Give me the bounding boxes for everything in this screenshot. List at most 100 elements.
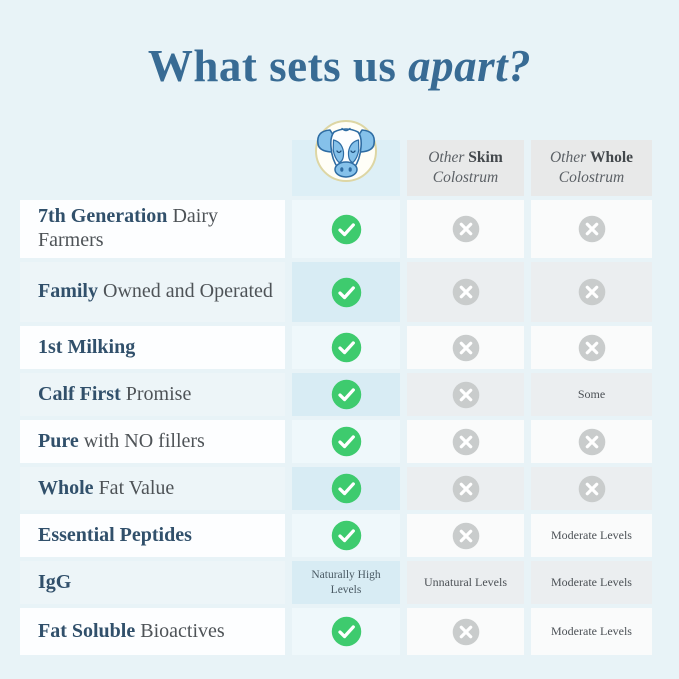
table-row: Whole Fat Value [20, 467, 652, 510]
header-whole-word: Whole [589, 148, 634, 166]
row-label: 1st Milking [20, 326, 285, 369]
header-other-word: Other [549, 148, 587, 166]
skim-cell [407, 514, 524, 557]
row-label-regular: with NO fillers [78, 429, 205, 452]
header-skim-word: Skim [468, 148, 503, 166]
table-row: Family Owned and Operated [20, 262, 652, 322]
row-label: 7th Generation Dairy Farmers [20, 200, 285, 258]
cell-text: Moderate Levels [551, 528, 632, 542]
title-italic: apart? [408, 41, 532, 91]
x-icon [578, 278, 605, 306]
row-label-bold: 1st Milking [38, 335, 136, 358]
row-label-bold: Pure [38, 429, 79, 452]
check-icon [331, 616, 361, 647]
table-row: Fat Soluble Bioactives Moderate Levels [20, 608, 652, 655]
header-spacer [20, 140, 285, 196]
table-body: 7th Generation Dairy Farmers Family Owned… [20, 200, 652, 659]
row-label-bold: Whole [38, 476, 94, 499]
row-label-bold: Family [38, 280, 98, 303]
row-label-bold: Calf First [38, 382, 121, 405]
skim-cell [407, 467, 524, 510]
x-icon [452, 618, 479, 645]
cell-text: Naturally High Levels [311, 569, 381, 596]
skim-cell [407, 326, 524, 369]
cell-text: Moderate Levels [551, 624, 632, 638]
brand-cell [292, 326, 400, 369]
x-icon [452, 475, 479, 502]
row-label-bold: IgG [38, 570, 72, 593]
brand-cell: Naturally High Levels [292, 561, 400, 604]
check-icon [331, 277, 361, 307]
x-icon [452, 334, 479, 361]
check-icon [331, 332, 361, 363]
x-icon [452, 428, 479, 455]
cell-text: Some [577, 387, 606, 401]
skim-cell [407, 608, 524, 655]
row-label-bold: 7th Generation [38, 205, 168, 228]
cow-icon [306, 110, 386, 190]
header-colostrum-word: Colostrum [432, 169, 499, 186]
table-row: Pure with NO fillers [20, 420, 652, 463]
whole-cell: Moderate Levels [531, 561, 652, 604]
row-label-bold: Fat Soluble [38, 619, 136, 642]
x-icon [452, 215, 479, 243]
brand-cell [292, 420, 400, 463]
x-icon [452, 381, 479, 408]
x-icon [452, 522, 479, 549]
skim-cell [407, 262, 524, 322]
table-row: 7th Generation Dairy Farmers [20, 200, 652, 258]
whole-cell: Moderate Levels [531, 514, 652, 557]
table-row: 1st Milking [20, 326, 652, 369]
table-row: Calf First Promise Some [20, 373, 652, 416]
whole-cell [531, 467, 652, 510]
x-icon [578, 334, 605, 361]
row-label-bold: Essential Peptides [38, 523, 192, 546]
skim-cell: Unnatural Levels [407, 561, 524, 604]
brand-cell [292, 514, 400, 557]
x-icon [578, 428, 605, 455]
table-row: IgG Naturally High Levels Unnatural Levels… [20, 561, 652, 604]
header-other-word: Other [428, 148, 465, 166]
title-regular: What sets us [147, 41, 397, 91]
skim-column-header-label: Other Skim Colostrum [428, 148, 503, 188]
x-icon [452, 278, 479, 306]
row-label: IgG [20, 561, 285, 604]
row-label-regular: Bioactives [135, 619, 225, 642]
x-icon [578, 215, 605, 243]
check-icon [331, 214, 361, 244]
table-header: Other Skim Colostrum Other Whole Colostr… [20, 140, 652, 196]
row-label-regular: Promise [120, 382, 192, 405]
whole-cell [531, 200, 652, 258]
check-icon [331, 473, 361, 504]
skim-cell [407, 373, 524, 416]
brand-cell [292, 608, 400, 655]
page-title: What sets us apart? [0, 41, 679, 92]
row-label: Pure with NO fillers [20, 420, 285, 463]
check-icon [331, 520, 361, 551]
row-label: Calf First Promise [20, 373, 285, 416]
whole-cell [531, 326, 652, 369]
table-row: Essential Peptides Moderate Levels [20, 514, 652, 557]
whole-cell: Some [531, 373, 652, 416]
row-label: Family Owned and Operated [20, 262, 285, 322]
whole-column-header: Other Whole Colostrum [531, 140, 652, 196]
row-label-regular: Owned and Operated [98, 280, 273, 303]
whole-column-header-label: Other Whole Colostrum [550, 148, 633, 188]
whole-cell: Moderate Levels [531, 608, 652, 655]
whole-cell [531, 262, 652, 322]
row-label: Essential Peptides [20, 514, 285, 557]
header-colostrum-word: Colostrum [558, 169, 625, 186]
row-label-regular: Dairy Farmers [38, 205, 218, 251]
skim-column-header: Other Skim Colostrum [407, 140, 524, 196]
skim-cell [407, 200, 524, 258]
cell-text: Moderate Levels [551, 575, 632, 589]
row-label-regular: Fat Value [93, 476, 175, 499]
brand-cell [292, 262, 400, 322]
row-label: Fat Soluble Bioactives [20, 608, 285, 655]
check-icon [331, 426, 361, 457]
skim-cell [407, 420, 524, 463]
row-label: Whole Fat Value [20, 467, 285, 510]
brand-cell [292, 467, 400, 510]
check-icon [331, 379, 361, 410]
whole-cell [531, 420, 652, 463]
